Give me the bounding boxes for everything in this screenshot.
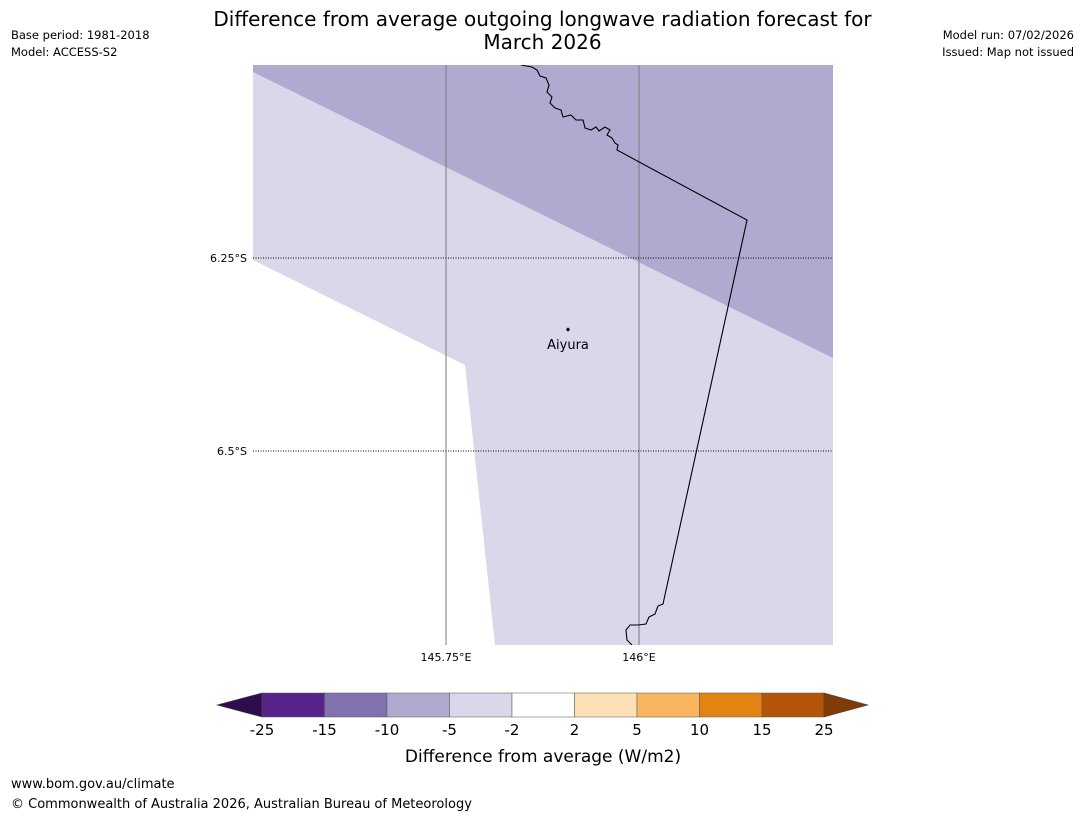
model-name: Model: ACCESS-S2 [11, 45, 118, 59]
colorbar-tick: 15 [752, 721, 771, 739]
colorbar-tick: 5 [632, 721, 642, 739]
issued-status: Issued: Map not issued [942, 45, 1074, 59]
border-line [520, 65, 748, 645]
aiyura-marker [565, 327, 571, 332]
colorbar-band-6 [574, 692, 638, 718]
footer: www.bom.gov.au/climate © Commonwealth of… [11, 775, 472, 815]
colorbar-band-3 [386, 692, 450, 718]
lat-label-6-25: 6.25°S [210, 252, 247, 265]
meta-left: Base period: 1981-2018 Model: ACCESS-S2 [11, 27, 150, 61]
colorbar-band-2 [324, 692, 388, 718]
colorbar-high-extend [823, 692, 870, 718]
colorbar-tick: -2 [505, 721, 520, 739]
colorbar-tick: 2 [570, 721, 580, 739]
colorbar-band-1 [261, 692, 325, 718]
footer-url[interactable]: www.bom.gov.au/climate [11, 777, 175, 792]
map-area: Aiyura [253, 65, 833, 645]
colorbar-band-5 [511, 692, 575, 718]
colorbar-tick: -15 [312, 721, 337, 739]
title-line-1: Difference from average outgoing longwav… [213, 7, 872, 31]
colorbar-band-7 [636, 692, 700, 718]
lon-label-145-75: 145.75°E [421, 651, 472, 664]
colorbar: -25 -15 -10 -5 -2 2 5 10 15 25 Differenc… [215, 692, 870, 767]
base-period: Base period: 1981-2018 [11, 28, 150, 42]
model-run: Model run: 07/02/2026 [942, 28, 1074, 42]
meta-right: Model run: 07/02/2026 Issued: Map not is… [942, 27, 1074, 61]
lon-label-146: 146°E [622, 651, 655, 664]
title-line-2: March 2026 [483, 30, 602, 54]
region-medium-purple [253, 65, 833, 358]
colorbar-tick: -10 [375, 721, 400, 739]
lat-label-6-5: 6.5°S [217, 445, 247, 458]
colorbar-tick: -25 [250, 721, 275, 739]
colorbar-tick: 25 [814, 721, 833, 739]
map-title: Difference from average outgoing longwav… [180, 8, 905, 54]
colorbar-band-4 [449, 692, 513, 718]
colorbar-title: Difference from average (W/m2) [405, 747, 681, 767]
colorbar-tick: 10 [690, 721, 709, 739]
footer-copyright: © Commonwealth of Australia 2026, Austra… [11, 797, 472, 812]
colorbar-band-9 [761, 692, 825, 718]
aiyura-label: Aiyura [547, 338, 589, 353]
colorbar-tick: -5 [442, 721, 457, 739]
colorbar-band-8 [699, 692, 763, 718]
colorbar-low-extend [215, 692, 263, 718]
